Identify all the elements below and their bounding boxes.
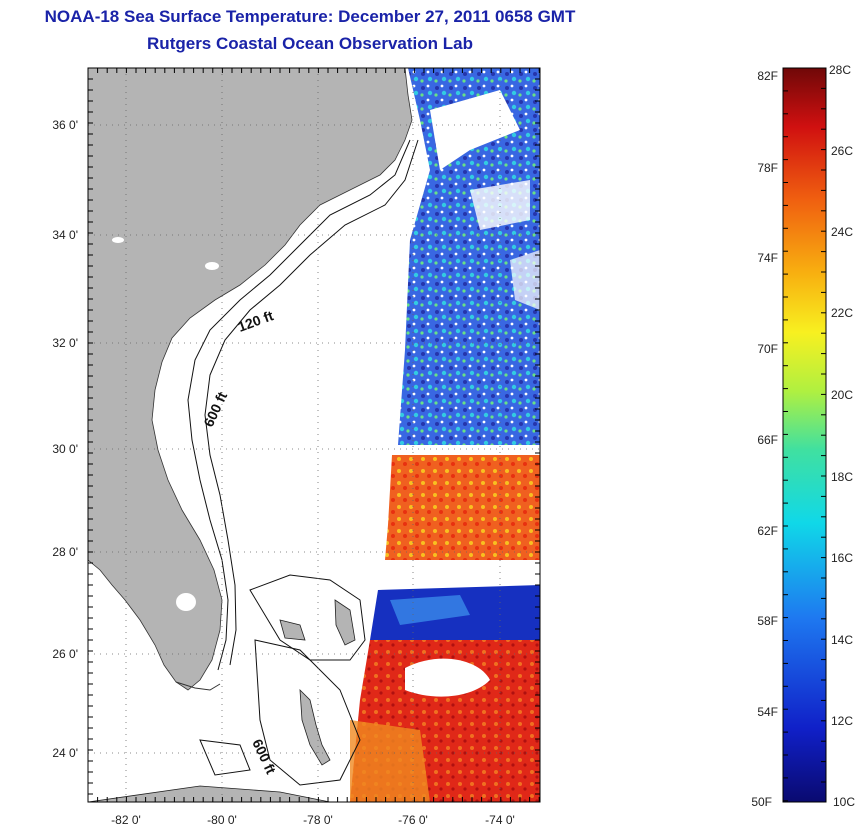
- colorbar-f-label: 58F: [757, 614, 778, 628]
- colorbar-c-label: 12C: [831, 714, 853, 728]
- lat-tick-label: 24 0': [52, 746, 78, 760]
- colorbar-c-label: 28C: [829, 63, 851, 77]
- colorbar-c-label: 22C: [831, 306, 853, 320]
- lon-tick-label: -82 0': [111, 813, 141, 827]
- lat-tick-label: 36 0': [52, 118, 78, 132]
- lat-tick-label: 30 0': [52, 442, 78, 456]
- colorbar-c-label: 18C: [831, 470, 853, 484]
- contour-600ft: [204, 139, 419, 666]
- colorbar-f-label: 82F: [757, 69, 778, 83]
- colorbar-f-label: 62F: [757, 524, 778, 538]
- lat-axis: 36 0' 34 0' 32 0' 30 0' 28 0' 26 0' 24 0…: [52, 118, 78, 760]
- colorbar-c-label: 24C: [831, 225, 853, 239]
- colorbar-c-label: 26C: [831, 144, 853, 158]
- graticule: [88, 68, 540, 802]
- colorbar-c-label: 10C: [833, 795, 855, 809]
- map-frame: [87, 67, 541, 803]
- colorbar-f-label: 54F: [757, 705, 778, 719]
- colorbar-c-label: 20C: [831, 388, 853, 402]
- colorbar-f-label: 50F: [751, 795, 772, 809]
- contour-120ft: [187, 139, 411, 671]
- colorbar-f-label: 66F: [757, 433, 778, 447]
- map-area: [88, 68, 540, 802]
- map-title: NOAA-18 Sea Surface Temperature: Decembe…: [44, 7, 576, 26]
- lon-tick-label: -80 0': [207, 813, 237, 827]
- sst-swath-north: [398, 68, 540, 445]
- colorbar-f-label: 70F: [757, 342, 778, 356]
- sst-swath-warm: [385, 455, 540, 560]
- colorbar-c-label: 14C: [831, 633, 853, 647]
- lon-tick-label: -76 0': [398, 813, 428, 827]
- colorbar-f-label: 74F: [757, 251, 778, 265]
- lat-tick-label: 32 0': [52, 336, 78, 350]
- colorbar: 82F 78F 74F 70F 66F 62F 58F 54F 50F 28C …: [751, 63, 855, 809]
- lon-axis: -82 0' -80 0' -78 0' -76 0' -74 0': [111, 813, 515, 827]
- land-us-east-coast: [88, 68, 413, 691]
- land-bahamas: [299, 688, 331, 766]
- colorbar-ticks: [783, 67, 826, 802]
- lon-tick-label: -78 0': [303, 813, 333, 827]
- lon-tick-label: -74 0': [485, 813, 515, 827]
- map-subtitle: Rutgers Coastal Ocean Observation Lab: [147, 34, 473, 53]
- colorbar-c-label: 16C: [831, 551, 853, 565]
- lat-tick-label: 26 0': [52, 647, 78, 661]
- lat-tick-label: 34 0': [52, 228, 78, 242]
- axis-minor-ticks: [87, 67, 540, 802]
- colorbar-f-label: 78F: [757, 161, 778, 175]
- lat-tick-label: 28 0': [52, 545, 78, 559]
- colorbar-gradient: [782, 67, 827, 803]
